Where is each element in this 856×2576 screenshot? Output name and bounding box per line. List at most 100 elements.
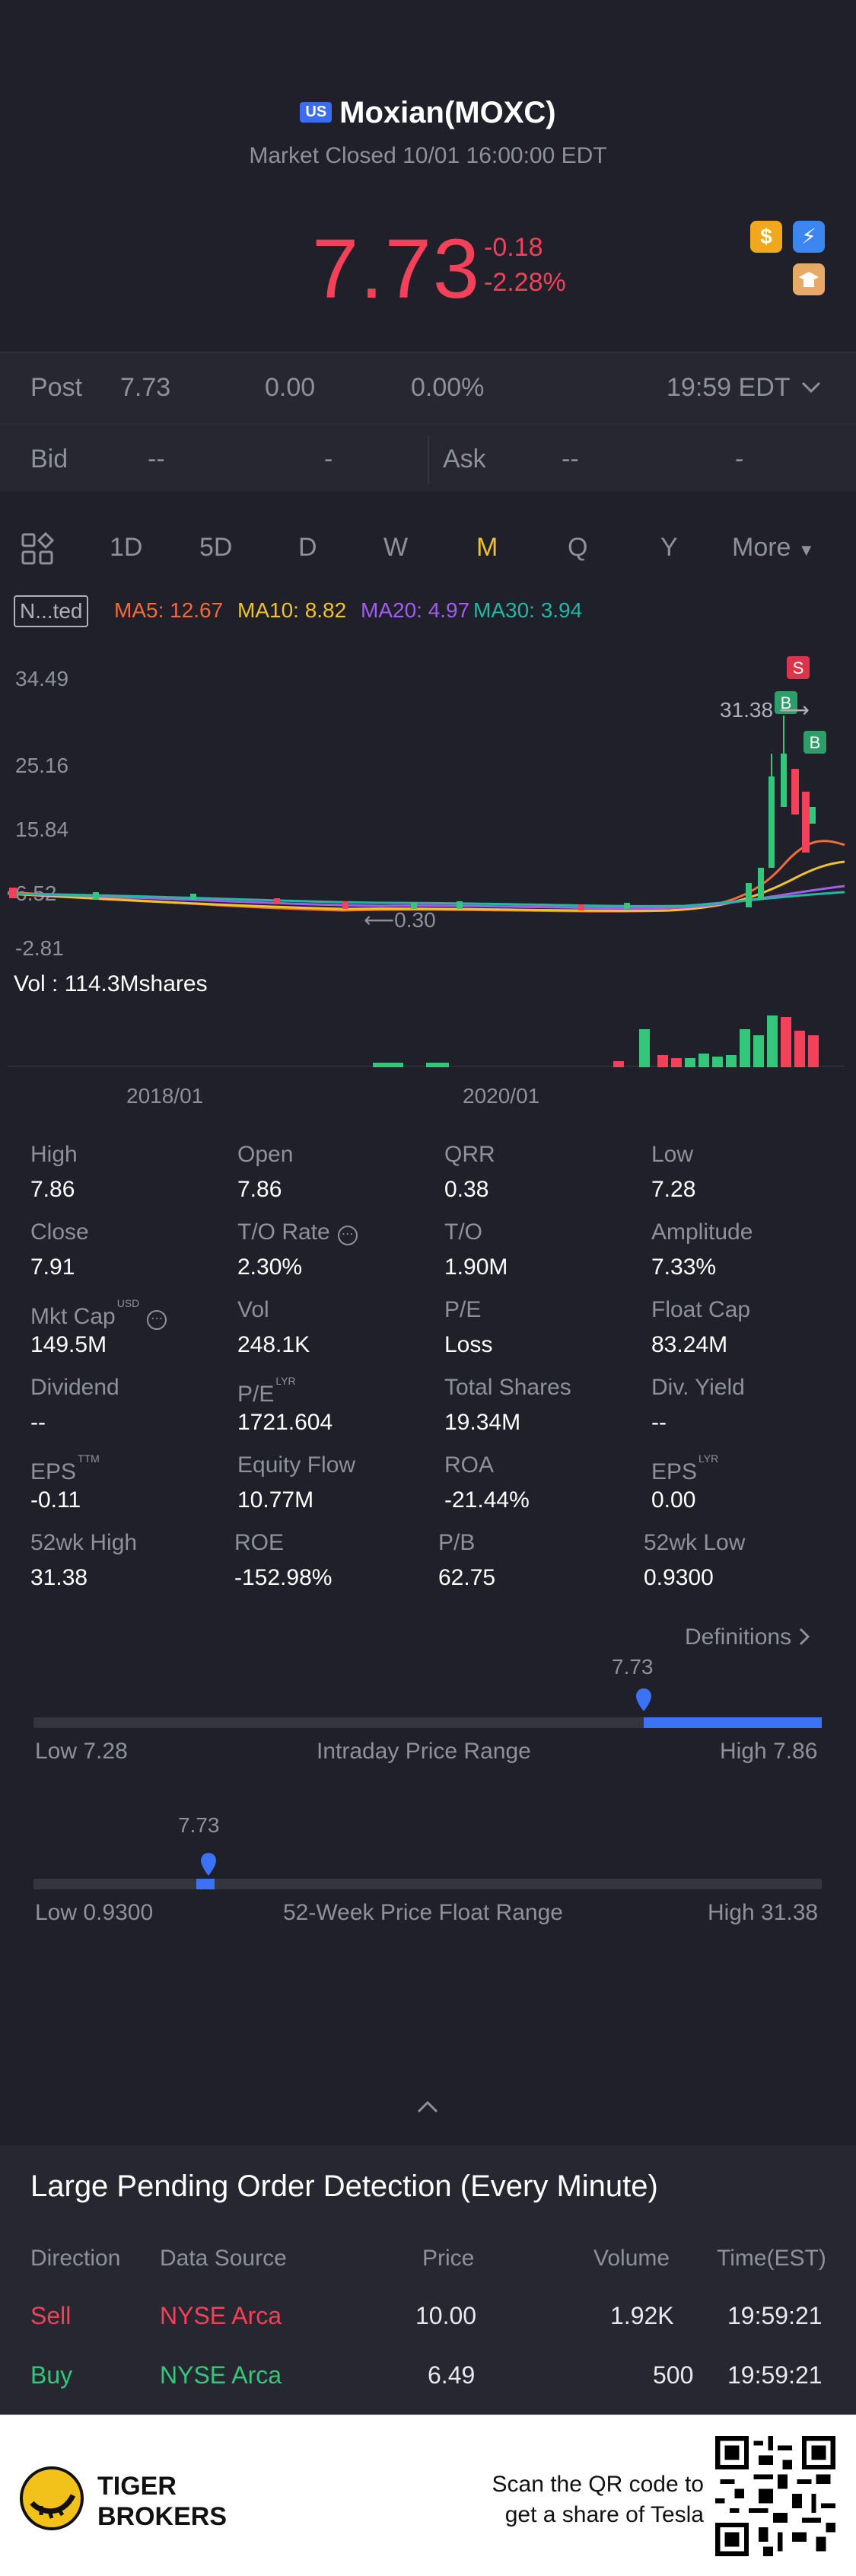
stat-label-text: Amplitude [651, 1219, 753, 1245]
week52-fill [196, 1879, 215, 1889]
info-icon[interactable]: ⋯ [147, 1310, 167, 1330]
stat-value: Loss [444, 1332, 493, 1357]
stat-label: QRR [444, 1142, 495, 1168]
intraday-high: High 7.86 [720, 1739, 818, 1764]
tab-y[interactable]: Y [660, 533, 678, 562]
tiger-brokers-logo [20, 2466, 84, 2530]
ma20-value: MA20: 4.97 [361, 598, 470, 622]
order-price: 10.00 [415, 2302, 477, 2329]
order-volume: 500 [653, 2361, 694, 2389]
dollar-icon[interactable]: $ [750, 221, 782, 253]
period-tabs: 1D 5D D W M Q Y More ▼ [0, 502, 856, 594]
tab-d[interactable]: D [298, 533, 317, 562]
location-pin-icon [201, 1853, 216, 1876]
order-direction: Buy [30, 2361, 73, 2389]
stat-label-text: P/E [237, 1382, 275, 1407]
bid-label: Bid [30, 445, 68, 473]
ask-price: -- [562, 445, 579, 473]
volume-bars [8, 1015, 845, 1067]
tab-more[interactable]: More ▼ [732, 533, 815, 563]
stat-label-text: 52wk Low [644, 1530, 746, 1555]
intraday-low: Low 7.28 [35, 1739, 128, 1764]
y-tick-label: 25.16 [15, 754, 69, 777]
stat-value: 7.33% [651, 1255, 717, 1280]
stat-label-text: T/O Rate [237, 1219, 330, 1245]
stat-label: Dividend [30, 1375, 119, 1401]
chevron-up-icon[interactable] [415, 2098, 440, 2115]
chevron-down-icon[interactable] [800, 381, 822, 394]
definitions-link[interactable]: Definitions [685, 1624, 811, 1650]
brand-name: TIGER BROKERS [97, 2471, 227, 2532]
stat-value: 10.77M [237, 1487, 314, 1513]
stat-label: Open [237, 1142, 293, 1168]
stat-value: -- [30, 1410, 46, 1435]
post-label: Post [30, 373, 83, 402]
large-order-panel: Large Pending Order Detection (Every Min… [0, 2145, 856, 2415]
stat-value: 2.30% [237, 1255, 303, 1280]
education-icon[interactable] [793, 263, 825, 295]
x-tick-label: 2020/01 [463, 1084, 540, 1108]
stat-value: -0.11 [30, 1487, 81, 1513]
intraday-current: 7.73 [612, 1655, 654, 1679]
week52-title: 52-Week Price Float Range [283, 1900, 563, 1925]
y-tick-label: 34.49 [15, 667, 69, 690]
tab-m[interactable]: M [476, 533, 498, 562]
stat-label-text: 52wk High [30, 1530, 138, 1555]
brand-line-2: BROKERS [97, 2502, 228, 2531]
orders-header-source: Data Source [160, 2246, 287, 2271]
order-direction: Sell [30, 2302, 72, 2329]
stat-superscript: USD [116, 1297, 140, 1309]
stat-superscript: LYR [275, 1375, 296, 1387]
stat-label-text: Open [237, 1142, 294, 1167]
stat-label-text: EPS [30, 1459, 77, 1484]
stat-label: Div. Yield [651, 1375, 745, 1401]
tab-1d[interactable]: 1D [110, 533, 143, 562]
bid-price: -- [148, 445, 165, 473]
stat-label-text: High [30, 1142, 78, 1167]
y-tick-label: 15.84 [15, 818, 69, 841]
stat-value: 19.34M [444, 1410, 521, 1435]
post-change-pct: 0.00% [411, 373, 485, 402]
tab-5d[interactable]: 5D [199, 533, 233, 562]
price-change-pct: -2.28% [484, 268, 566, 297]
info-icon[interactable]: ⋯ [337, 1226, 358, 1245]
scan-line-1: Scan the QR code to [492, 2472, 705, 2497]
stat-label: P/B [438, 1530, 475, 1556]
svg-text:S: S [793, 658, 804, 677]
svg-text:B: B [781, 693, 792, 713]
stat-label-text: Close [30, 1219, 89, 1245]
stat-label-text: ROA [444, 1452, 495, 1478]
week52-range: 7.73 Low 0.9300 52-Week Price Float Rang… [0, 1813, 856, 1935]
post-time[interactable]: 19:59 EDT [667, 373, 791, 402]
tab-w[interactable]: W [383, 533, 409, 562]
indicator-selector[interactable]: N...ted [14, 595, 89, 627]
qr-code[interactable] [715, 2436, 835, 2556]
stat-label-text: Vol [237, 1297, 269, 1322]
stat-value: 83.24M [651, 1332, 728, 1357]
grid-layout-icon[interactable] [20, 531, 55, 566]
low-marker-value: 0.30 [394, 908, 436, 932]
caret-down-icon: ▼ [797, 540, 815, 560]
definitions-label: Definitions [685, 1624, 792, 1650]
stat-value: 149.5M [30, 1332, 107, 1357]
lightning-icon[interactable]: ⚡ [793, 221, 825, 253]
price-chart[interactable]: 34.49 25.16 15.84 6.52 -2.81 S B [0, 639, 856, 1127]
x-tick-label: 2018/01 [126, 1084, 204, 1108]
stock-name: Moxian(MOXC) [339, 96, 556, 129]
stat-value: 62.75 [438, 1565, 496, 1590]
stat-label-text: Total Shares [444, 1375, 571, 1400]
post-price: 7.73 [120, 373, 171, 402]
ask-size: - [735, 445, 744, 473]
stat-label: High [30, 1142, 78, 1168]
stat-value: 0.00 [651, 1487, 696, 1513]
week52-high: High 31.38 [708, 1900, 819, 1925]
quote-header: US Moxian(MOXC) Market Closed 10/01 16:00… [0, 0, 856, 352]
post-change: 0.00 [265, 373, 316, 402]
market-status: Market Closed 10/01 16:00:00 EDT [249, 143, 607, 168]
stat-label-text: EPS [651, 1459, 698, 1484]
tab-q[interactable]: Q [568, 533, 588, 562]
stat-value: 248.1K [237, 1332, 310, 1357]
candlestick-plot: S B B [7, 656, 845, 1067]
stat-label-text: QRR [444, 1142, 495, 1167]
stat-value: -152.98% [234, 1565, 333, 1590]
